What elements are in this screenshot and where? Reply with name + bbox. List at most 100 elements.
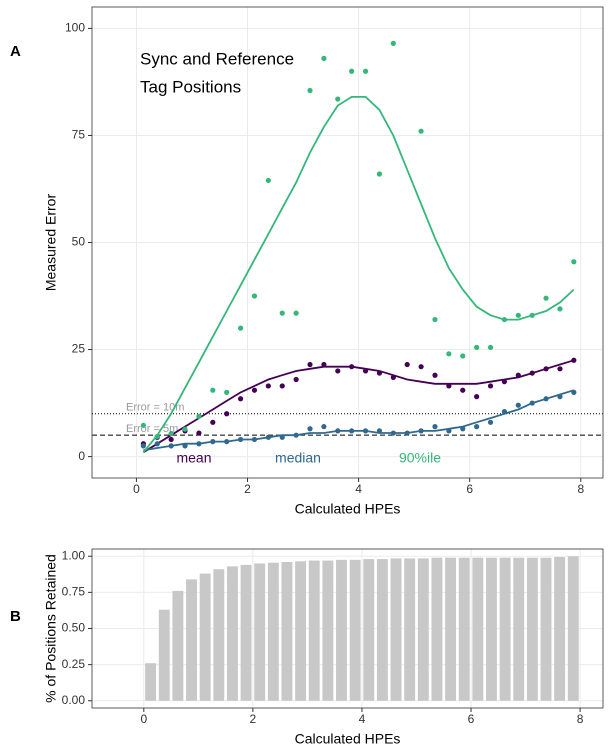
- x-tick-label: 2: [244, 482, 251, 496]
- point: [140, 422, 146, 428]
- bar: [213, 569, 225, 701]
- reference-label: Error = 10m: [126, 402, 184, 414]
- point: [446, 351, 452, 357]
- bar: [390, 558, 402, 701]
- plot-border: [91, 6, 604, 479]
- x-tick-label: 0: [140, 712, 147, 726]
- y-tick-label: 0: [78, 449, 85, 463]
- point: [418, 128, 424, 134]
- point: [543, 295, 549, 301]
- bar: [172, 590, 184, 701]
- point: [418, 364, 424, 370]
- bar: [295, 561, 307, 701]
- point: [335, 368, 341, 374]
- series-label: mean: [176, 450, 211, 466]
- bar: [404, 558, 416, 701]
- point: [251, 293, 258, 299]
- bar: [458, 557, 470, 701]
- y-tick-label: 0.25: [62, 657, 86, 671]
- x-axis-title: Calculated HPEs: [295, 731, 401, 747]
- bar: [499, 557, 511, 701]
- point: [557, 366, 563, 372]
- bar: [445, 557, 457, 701]
- bar: [540, 557, 552, 701]
- point: [335, 96, 341, 102]
- bar: [472, 557, 484, 701]
- point: [265, 177, 271, 184]
- bar: [226, 566, 238, 701]
- point: [182, 426, 188, 432]
- fit-line: [142, 359, 575, 454]
- bar: [158, 609, 170, 701]
- point: [168, 430, 174, 437]
- point: [487, 419, 494, 425]
- bar: [186, 579, 197, 701]
- point: [168, 436, 174, 443]
- bar: [349, 559, 361, 701]
- fit-line: [142, 96, 575, 453]
- y-axis-title: Measured Error: [43, 194, 59, 292]
- y-tick-label: 50: [72, 235, 86, 249]
- bar: [267, 562, 279, 701]
- point: [349, 68, 355, 74]
- bar: [554, 556, 566, 701]
- y-tick-label: 75: [72, 128, 86, 142]
- bar: [199, 573, 211, 701]
- point: [474, 424, 480, 430]
- point: [279, 383, 285, 389]
- point: [487, 383, 494, 389]
- x-tick-label: 2: [250, 712, 257, 726]
- point: [265, 383, 271, 389]
- y-tick-label: 25: [72, 342, 86, 356]
- point: [376, 171, 383, 177]
- bar: [513, 557, 525, 701]
- point: [140, 443, 146, 449]
- reference-label: Error = 5m: [126, 423, 178, 435]
- x-tick-label: 8: [577, 712, 584, 726]
- y-tick-label: 0.75: [62, 585, 86, 599]
- bar: [254, 563, 266, 701]
- panel-label: B: [10, 608, 21, 625]
- bar: [322, 560, 334, 701]
- point: [154, 441, 160, 447]
- x-tick-label: 8: [577, 482, 584, 496]
- annotation: Sync and Reference: [140, 49, 294, 68]
- point: [224, 411, 230, 417]
- point: [307, 87, 313, 94]
- point: [432, 424, 438, 430]
- point: [432, 316, 438, 323]
- point: [321, 424, 327, 430]
- point: [404, 361, 410, 368]
- bar: [417, 558, 429, 701]
- series-label: median: [275, 450, 321, 466]
- bar: [376, 559, 388, 701]
- point: [279, 310, 285, 316]
- x-tick-label: 6: [468, 712, 475, 726]
- point: [251, 387, 258, 393]
- point: [390, 40, 396, 46]
- y-tick-label: 1.00: [62, 548, 86, 562]
- point: [571, 259, 577, 265]
- x-tick-label: 4: [359, 712, 366, 726]
- point: [224, 389, 230, 395]
- point: [362, 68, 369, 74]
- bar: [240, 564, 252, 701]
- point: [474, 344, 480, 351]
- bar: [145, 663, 157, 701]
- x-axis-title: Calculated HPEs: [295, 501, 401, 517]
- y-tick-label: 0.00: [62, 693, 86, 707]
- plot-border: [91, 548, 604, 709]
- point: [293, 376, 299, 383]
- bar: [363, 559, 375, 701]
- bar: [567, 556, 579, 701]
- point: [515, 402, 521, 408]
- x-tick-label: 0: [133, 482, 140, 496]
- point: [237, 396, 244, 402]
- point: [557, 306, 563, 312]
- point: [460, 353, 466, 359]
- point: [460, 387, 466, 393]
- point: [432, 372, 438, 378]
- point: [487, 344, 494, 351]
